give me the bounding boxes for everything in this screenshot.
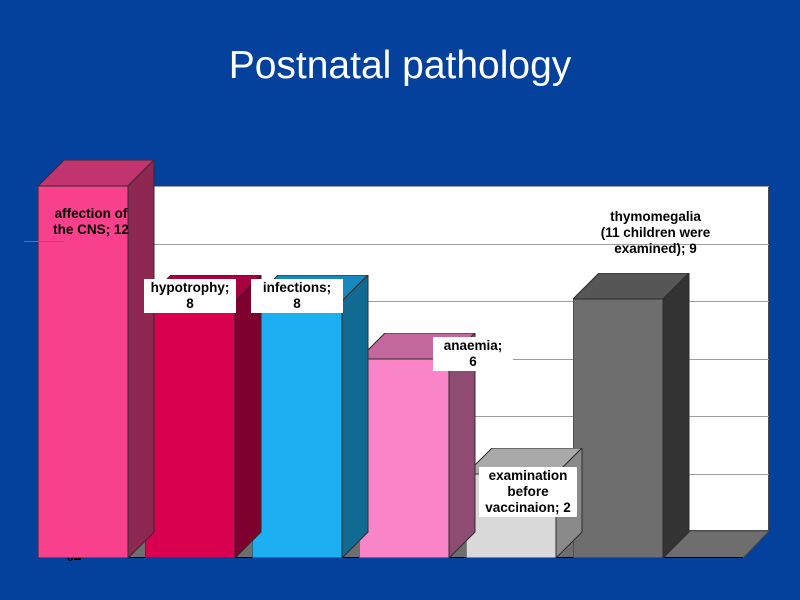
page-title: Postnatal pathology (228, 44, 572, 87)
bar-thymomegalia[interactable] (573, 273, 690, 558)
data-label-thymomegalia: thymomegalia (11 children were examined)… (600, 209, 711, 256)
data-label-infections: infections; 8 (251, 279, 343, 313)
data-label-affection-of-the-cns: affection of the CNS; 12 (53, 206, 129, 237)
gridline-8 (104, 301, 769, 302)
bar-infections[interactable] (252, 275, 369, 558)
bar-chart: 0 2 4 6 8 10 12 (24, 160, 776, 565)
data-label-examination-before-vaccination: examination before vaccinaion; 2 (479, 467, 577, 517)
data-label-anaemia: anaemia; 6 (433, 337, 513, 371)
data-label-hypotrophy: hypotrophy; 8 (144, 279, 236, 313)
bar-hypotrophy[interactable] (145, 275, 262, 558)
gridline-12 (104, 186, 769, 187)
leader-line-cns (24, 241, 64, 242)
gridline-10 (104, 243, 769, 245)
y-tick-mark-0 (74, 558, 81, 560)
bar-anaemia[interactable] (359, 332, 476, 559)
bar-affection-of-the-cns[interactable] (38, 160, 155, 558)
